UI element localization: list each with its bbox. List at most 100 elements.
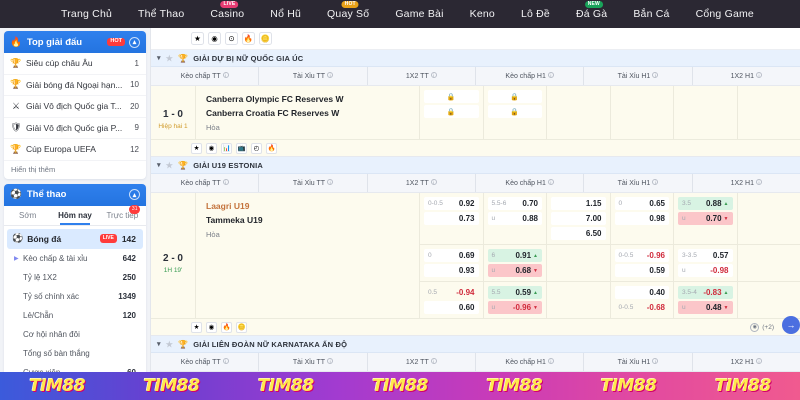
sports-tab-1[interactable]: Hôm nay [51, 206, 98, 225]
odds-cell[interactable]: 0.40 [614, 286, 669, 299]
sports-tab-2[interactable]: Trực tiếp 31 [99, 204, 146, 225]
market-item-0[interactable]: ▶ Kèo chấp & tài xỉu 642 [7, 249, 143, 268]
clock-icon[interactable]: ◴ [251, 142, 262, 154]
odds-cell[interactable]: 5.5-6 0.70 [487, 197, 542, 210]
chevron-up-icon[interactable]: ▴ [129, 36, 140, 48]
fire-icon[interactable]: 🔥 [266, 142, 277, 154]
home-team[interactable]: Canberra Olympic FC Reserves W [206, 94, 344, 104]
nav-item-2[interactable]: Casino LIVE [197, 1, 257, 20]
away-team[interactable]: Tammeka U19 [206, 215, 263, 225]
info-icon[interactable]: i [430, 358, 437, 364]
star-icon[interactable]: ★ [165, 160, 174, 170]
fire-icon[interactable]: 🔥 [242, 32, 255, 45]
odds-cell[interactable]: 0.60 [424, 301, 479, 314]
info-icon[interactable]: i [652, 72, 659, 78]
market-item-4[interactable]: Cơ hội nhân đôi [7, 325, 143, 344]
nav-item-9[interactable]: Bắn Cá [620, 8, 682, 20]
info-icon[interactable]: i [430, 72, 437, 78]
odds-cell[interactable]: 0.5 -0.94 [424, 286, 479, 299]
sidebar-league-2[interactable]: ⚔ Giải Vô địch Quốc gia T... 20 [4, 96, 146, 118]
info-icon[interactable]: i [547, 179, 554, 185]
info-icon[interactable]: i [652, 358, 659, 364]
home-team[interactable]: Laagri U19 [206, 201, 250, 211]
info-icon[interactable]: i [222, 72, 229, 78]
odds-cell[interactable]: u -0.98 [678, 264, 733, 277]
more-markets[interactable]: ◉ (+2) [750, 322, 774, 332]
odds-cell[interactable]: 0.98 [614, 212, 669, 225]
nav-item-0[interactable]: Trang Chủ [48, 8, 125, 20]
league-header-1[interactable]: ▾ ★ 🏆 GIẢI U19 ESTONIA [151, 157, 800, 174]
info-icon[interactable]: i [755, 358, 762, 364]
info-icon[interactable]: i [222, 358, 229, 364]
info-icon[interactable]: i [547, 358, 554, 364]
nav-item-6[interactable]: Keno [457, 8, 508, 20]
odds-cell[interactable]: 6.50 [551, 227, 606, 240]
odds-cell[interactable]: 3.5-4 -0.83 ▲ [678, 286, 733, 299]
info-icon[interactable]: i [222, 179, 229, 185]
market-item-3[interactable]: Lẻ/Chẵn 120 [7, 306, 143, 325]
odds-cell[interactable]: u 0.68 ▼ [487, 264, 542, 277]
chevron-down-icon[interactable]: ▾ [157, 55, 161, 62]
sports-tab-0[interactable]: Sớm [4, 206, 51, 225]
odds-cell[interactable]: 5.5 0.59 ▲ [487, 286, 542, 299]
chevron-down-icon[interactable]: ▾ [157, 341, 161, 348]
star-icon[interactable]: ★ [191, 32, 204, 45]
coin-icon[interactable]: 🪙 [236, 321, 247, 333]
arrow-right-icon[interactable]: → [782, 316, 800, 334]
info-icon[interactable]: i [430, 179, 437, 185]
odds-cell[interactable]: 0 0.69 [424, 249, 479, 262]
odds-cell[interactable]: u 0.48 ▼ [678, 301, 733, 314]
star-icon[interactable]: ★ [165, 339, 174, 349]
odds-cell[interactable]: 1.15 [551, 197, 606, 210]
odds-cell[interactable]: 0.59 [614, 264, 669, 277]
odds-cell[interactable]: 0-0.5 -0.96 [614, 249, 669, 262]
league-header-2[interactable]: ▾ ★ 🏆 GIẢI LIÊN ĐOÀN NỮ KARNATAKA ẤN ĐỘ [151, 336, 800, 353]
nav-item-5[interactable]: Game Bài [382, 8, 456, 20]
odds-cell[interactable]: 0 0.65 [614, 197, 669, 210]
away-team[interactable]: Canberra Croatia FC Reserves W [206, 108, 340, 118]
chevron-down-icon[interactable]: ▾ [157, 162, 161, 169]
market-item-1[interactable]: Tỷ lệ 1X2 250 [7, 268, 143, 287]
odds-cell[interactable]: u 0.88 [487, 212, 542, 225]
star-icon[interactable]: ★ [191, 142, 202, 154]
sidebar-league-1[interactable]: 🏆 Giải bóng đá Ngoại hạn... 10 [4, 75, 146, 96]
odds-cell[interactable]: 0.73 [424, 212, 479, 225]
league-header-0[interactable]: ▾ ★ 🏆 GIẢI DỰ BỊ NỮ QUỐC GIA ÚC [151, 50, 800, 67]
record-icon[interactable]: ⊙ [225, 32, 238, 45]
odds-cell[interactable]: 6 0.91 ▲ [487, 249, 542, 262]
nav-item-1[interactable]: Thể Thao [125, 8, 197, 20]
chevron-right-icon[interactable]: ▶ [14, 255, 19, 262]
eye-icon[interactable]: ◉ [206, 142, 217, 154]
tv-icon[interactable]: 📺 [236, 142, 247, 154]
top-leagues-header[interactable]: 🔥 Top giải đấu HOT ▴ [4, 31, 146, 53]
eye-icon[interactable]: ◉ [206, 321, 217, 333]
show-more-link[interactable]: Hiển thị thêm [11, 164, 56, 174]
market-item-5[interactable]: Tổng số bàn thắng [7, 344, 143, 363]
nav-item-10[interactable]: Cổng Game [683, 8, 767, 20]
odds-cell[interactable]: 0.93 [424, 264, 479, 277]
info-icon[interactable]: i [327, 72, 334, 78]
nav-item-3[interactable]: Nổ Hũ [257, 8, 314, 20]
sidebar-item-football[interactable]: ⚽ Bóng đá LIVE 142 [7, 228, 143, 249]
odds-cell[interactable]: 0-0.5 -0.68 [615, 301, 670, 314]
info-icon[interactable]: i [327, 358, 334, 364]
market-item-2[interactable]: Tỷ số chính xác 1349 [7, 287, 143, 306]
star-icon[interactable]: ★ [191, 321, 202, 333]
odds-cell[interactable]: 3-3.5 0.57 [678, 249, 733, 262]
nav-item-8[interactable]: Đá Gà NEW [563, 1, 620, 20]
info-icon[interactable]: i [652, 179, 659, 185]
odds-cell[interactable]: u -0.96 ▼ [487, 301, 542, 314]
info-icon[interactable]: i [327, 179, 334, 185]
odds-cell[interactable]: 3.5 0.88 ▲ [678, 197, 733, 210]
fire-icon[interactable]: 🔥 [221, 321, 232, 333]
odds-cell[interactable]: 7.00 [551, 212, 606, 225]
odds-cell[interactable]: u 0.70 ▼ [678, 212, 733, 225]
sidebar-league-0[interactable]: 🏆 Siêu cúp châu Âu 1 [4, 53, 146, 75]
eye-icon[interactable]: ◉ [208, 32, 221, 45]
coin-icon[interactable]: 🪙 [259, 32, 272, 45]
star-icon[interactable]: ★ [165, 53, 174, 63]
info-icon[interactable]: i [547, 72, 554, 78]
info-icon[interactable]: i [755, 72, 762, 78]
sports-header[interactable]: ⚽ Thể thao ▴ [4, 183, 146, 206]
chart-icon[interactable]: 📊 [221, 142, 232, 154]
